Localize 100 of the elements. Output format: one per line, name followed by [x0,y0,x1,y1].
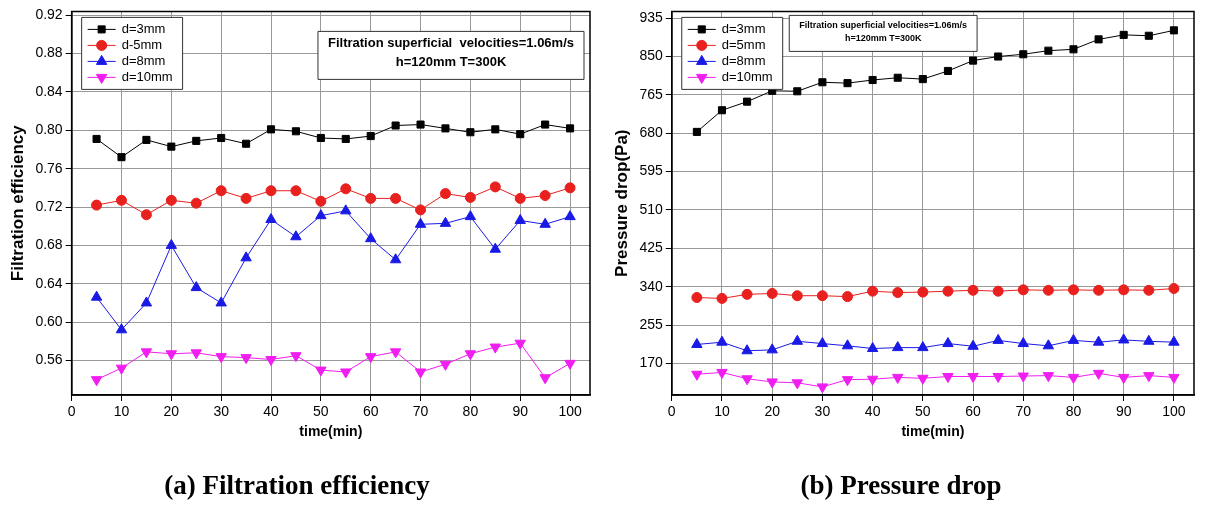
annotation: h=120mm T=300K [395,54,507,70]
point [942,373,954,383]
point [489,343,501,354]
point [716,292,728,304]
point [564,210,576,221]
y-tick-label: 0.64 [35,274,63,291]
point [1092,335,1105,346]
annotation: Filtration superficial velocities=1.06m/s [799,20,968,31]
point [1094,35,1103,44]
y-tick-label: 935 [639,9,663,26]
point [967,373,979,383]
point [1119,30,1128,39]
point [766,343,778,354]
point [365,232,377,243]
y-tick-label: 0.68 [35,236,63,253]
point [516,130,525,139]
legend-label: d=5mm [721,36,766,52]
point [489,181,501,193]
point [117,153,126,162]
point [466,128,475,137]
point [340,368,352,379]
point [791,379,803,390]
point [240,192,252,204]
point [1092,369,1105,380]
point [190,197,202,209]
point [1118,284,1130,296]
y-tick-label: 850 [639,47,663,64]
point [115,194,127,206]
point [315,366,327,377]
x-tick-label: 0 [667,403,676,420]
point [1069,45,1078,54]
point [816,337,829,348]
point [1093,284,1105,296]
x-tick-label: 40 [864,403,881,420]
point [841,339,854,350]
y-tick-label: 0.92 [35,6,63,23]
y-tick-label: 0.88 [35,44,63,61]
point [91,199,103,211]
point [992,285,1004,297]
point [1143,334,1155,345]
x-tick-label: 70 [1015,403,1032,420]
y-axis-title: Pressure drop(Pa) [611,129,631,277]
point [716,368,728,379]
legend-label: d=10mm [721,68,773,84]
x-tick-label: 100 [1162,403,1186,420]
y-tick-label: 340 [639,277,663,294]
legend-label: d=3mm [721,20,766,36]
y-tick-label: 765 [639,85,663,102]
point [192,136,201,145]
x-tick-label: 20 [163,403,180,420]
point [766,287,778,299]
y-tick-label: 255 [639,315,663,332]
point [415,204,427,216]
x-tick-label: 40 [263,403,280,420]
x-tick-label: 10 [714,403,730,420]
point [691,337,703,348]
point [290,230,302,241]
point [1143,372,1155,383]
point [341,134,350,143]
point [816,290,828,302]
point [1042,339,1055,350]
point [692,127,701,136]
annotation: Filtration superficial velocities=1.06m/s [327,35,575,51]
point [190,281,202,292]
point [539,190,551,202]
point [90,376,103,387]
point [1118,333,1130,344]
y-tick-label: 170 [639,354,663,371]
point [265,213,277,223]
point [1044,46,1053,55]
point [115,364,128,375]
point [315,195,327,207]
point [969,56,978,65]
point [967,284,979,296]
point [741,288,753,300]
point [1017,372,1029,383]
point [917,341,929,352]
point [464,191,476,203]
point [290,185,302,197]
point [1169,26,1178,35]
point [140,209,152,221]
point [365,353,377,364]
point [266,125,276,134]
x-tick-label: 100 [558,403,582,420]
y-tick-label: 0.84 [35,82,63,99]
point [265,356,277,367]
point [1042,372,1055,383]
point [215,185,227,197]
point [315,209,327,220]
x-tick-label: 80 [1065,403,1082,420]
point [464,350,477,361]
point [566,124,575,133]
legend-label: d=8mm [121,52,166,68]
x-tick-label: 60 [362,403,379,420]
point [691,292,703,304]
point [167,142,176,151]
y-tick-label: 425 [639,239,663,256]
point [240,251,252,262]
legend-label: d=10mm [121,68,173,84]
point [541,120,550,129]
